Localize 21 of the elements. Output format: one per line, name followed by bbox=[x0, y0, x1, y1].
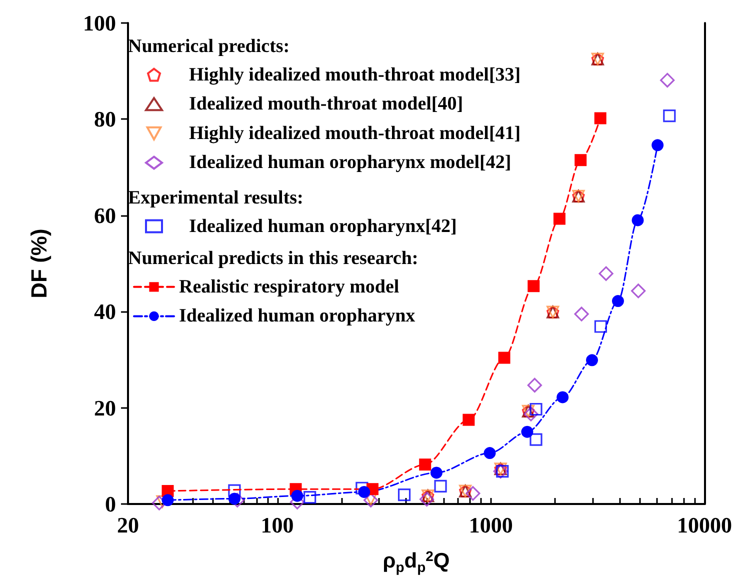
y-tick-label: 60 bbox=[94, 202, 116, 228]
x-tick-label: 1000 bbox=[468, 512, 513, 538]
legend-label: Realistic respiratory model bbox=[179, 276, 400, 298]
x-tick-label: 20 bbox=[117, 512, 139, 538]
annotation: Numerical predicts: bbox=[128, 36, 290, 57]
y-tick-label: 80 bbox=[94, 106, 116, 132]
x-tick-label: 10000 bbox=[677, 512, 732, 538]
legend-label: Highly idealized mouth-throat model[33] bbox=[189, 64, 521, 86]
y-tick-label: 0 bbox=[105, 492, 116, 516]
legend-label: Highly idealized mouth-throat model[41] bbox=[189, 122, 521, 144]
legend-label: Idealized mouth-throat model[40] bbox=[189, 94, 464, 115]
y-axis-title: DF (%) bbox=[26, 228, 52, 298]
y-tick-label: 100 bbox=[83, 10, 116, 36]
annotation: Experimental results: bbox=[128, 188, 304, 208]
legend-label: Idealized human oropharynx model[42] bbox=[189, 152, 512, 174]
y-tick-label: 20 bbox=[94, 395, 116, 420]
y-tick-label: 40 bbox=[94, 299, 116, 324]
legend-label: Idealized human oropharynx[42] bbox=[189, 216, 457, 237]
legend-label: Idealized human oropharynx bbox=[179, 306, 416, 327]
annotation: Numerical predicts in this research: bbox=[128, 248, 418, 270]
x-tick-label: 100 bbox=[260, 512, 294, 538]
